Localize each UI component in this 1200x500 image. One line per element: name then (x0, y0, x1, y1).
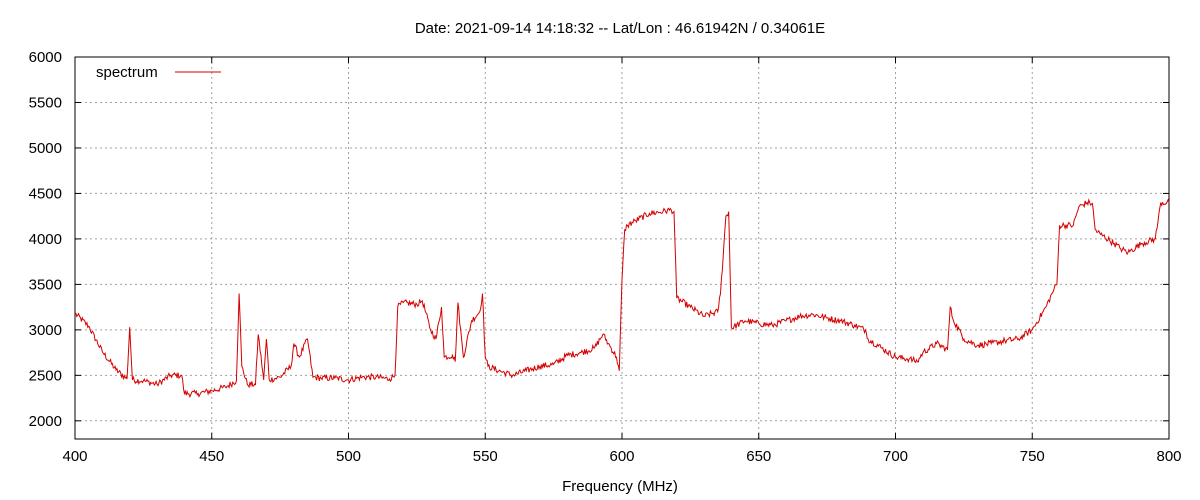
y-tick-label: 4000 (29, 231, 62, 248)
x-tick-label: 750 (1020, 448, 1045, 465)
x-tick-label: 650 (746, 448, 771, 465)
y-tick-label: 5500 (29, 94, 62, 111)
x-axis-label: Frequency (MHz) (562, 478, 678, 495)
chart-title: Date: 2021-09-14 14:18:32 -- Lat/Lon : 4… (415, 20, 825, 37)
y-tick-label: 6000 (29, 49, 62, 66)
plot-frame (74, 56, 1170, 440)
legend: spectrum (96, 64, 221, 81)
x-tick-label: 800 (1156, 448, 1181, 465)
x-tick-label: 700 (883, 448, 908, 465)
spectrum-series-line (74, 198, 1170, 399)
y-tick-label: 4500 (29, 185, 62, 202)
y-tick-label: 3500 (29, 276, 62, 293)
grid (75, 57, 1169, 439)
legend-label-spectrum: spectrum (96, 64, 158, 81)
x-tick-label: 400 (62, 448, 87, 465)
x-tick-label: 500 (336, 448, 361, 465)
tick-labels: 400 450 500 550 600 650 700 750 800 2000 2500 3000 3… (29, 49, 1182, 465)
x-tick-label: 600 (609, 448, 634, 465)
x-tick-label: 550 (473, 448, 498, 465)
x-tick-label: 450 (199, 448, 224, 465)
y-tick-label: 2500 (29, 367, 62, 384)
y-tick-label: 3000 (29, 322, 62, 339)
y-tick-label: 2000 (29, 413, 62, 430)
y-tick-label: 5000 (29, 140, 62, 157)
